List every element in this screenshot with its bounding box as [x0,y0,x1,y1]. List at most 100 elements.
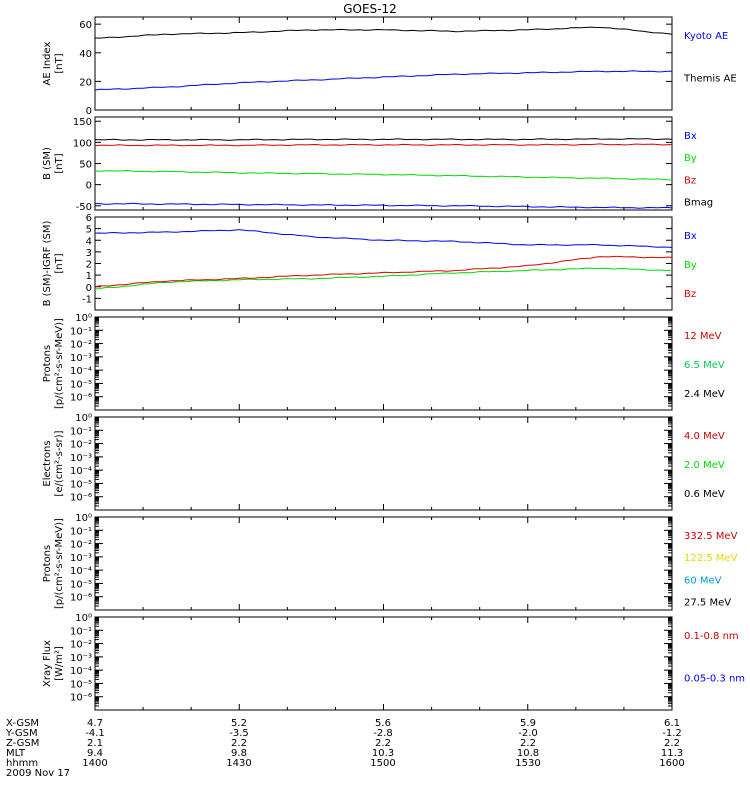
legend-label: 122.5 MeV [684,553,738,564]
legend-label: 0.6 MeV [684,489,725,500]
legend-label: 332.5 MeV [684,531,738,542]
panel-frame [94,516,673,611]
panel-frame [94,116,673,211]
y-tick-label: 6 [86,213,92,224]
legend-label: 6.5 MeV [684,360,725,371]
series-line-themis-ae [94,26,673,39]
y-axis-label: [p/(cm²-s-sr-MeV)] [54,318,65,409]
y-tick-label: 10⁻³ [70,353,92,364]
ephemeris-value: 6.1 [664,718,680,729]
ephemeris-row-label: MLT [6,748,26,759]
ephemeris-value: 5.2 [231,718,247,729]
plot-title: GOES-12 [343,2,397,16]
y-tick-label: 10⁻³ [70,453,92,464]
y-tick-label: 10⁻² [70,640,92,651]
y-tick-label: 10⁻⁵ [70,679,92,690]
y-tick-label: 10⁻² [70,440,92,451]
ephemeris-value: 9.8 [231,748,247,759]
ephemeris-value: 9.4 [87,748,103,759]
y-tick-label: 10⁻⁵ [70,379,92,390]
y-tick-label: 10⁻¹ [70,626,92,637]
series-line-bmag [94,138,673,141]
legend-label: Kyoto AE [684,31,728,42]
y-axis-label: Protons [42,545,53,582]
panel-6: Protons [p/(cm²-s-sr-MeV)] 10⁰ 10⁻¹ 10⁻² 10⁻³… [42,513,738,611]
y-tick-label: 10⁻⁴ [70,366,92,377]
panel-7: Xray Flux [W/m²] 10⁰ 10⁻¹ 10⁻² 10⁻³ 10⁻⁴ 10⁻⁵ 10… [42,613,745,711]
legend-label: Bz [684,289,696,300]
y-axis-label: B (SM)-IGRF (SM) [42,221,53,307]
y-tick-label: 10⁰ [75,313,92,324]
legend-label: 0.05-0.3 nm [684,673,745,684]
ephemeris-value: -2.0 [518,728,538,739]
ephemeris-value: -4.1 [85,728,105,739]
y-axis-label: [W/m²] [54,646,65,681]
legend-label: By [684,260,697,271]
ephemeris-value: 4.7 [87,718,103,729]
y-tick-label: 40 [79,49,92,60]
y-tick-label: 10⁰ [75,413,92,424]
y-tick-label: 10⁻⁴ [70,466,92,477]
panel-2: B (SM) [nT] -50 0 50 100 150 Bx By Bz Bmag [42,116,713,213]
y-tick-label: 10⁻⁶ [70,393,92,404]
y-axis-label: Electrons [42,440,53,486]
y-tick-label: 10⁻⁴ [70,666,92,677]
ephemeris-value: 2.1 [87,738,103,749]
ephemeris-value: -3.5 [229,728,249,739]
y-tick-label: 10⁻⁵ [70,579,92,590]
y-tick-label: 10⁰ [75,513,92,524]
ephemeris-value: 2.2 [520,738,536,749]
y-tick-label: 4 [86,236,92,247]
y-tick-label: -50 [76,202,92,213]
legend-label: Bx [684,231,697,242]
legend-label: 2.4 MeV [684,389,725,400]
y-tick-label: 10⁻³ [70,653,92,664]
y-axis-label: B (SM) [42,147,53,180]
ephemeris-value: 10.3 [372,748,394,759]
ephemeris-value: 1400 [82,758,107,769]
legend-label: 4.0 MeV [684,431,725,442]
ephemeris-value: 1500 [370,758,395,769]
panel-frame [94,216,673,311]
ephemeris-value: 2.2 [231,738,247,749]
ephemeris-value: -2.8 [373,728,393,739]
y-tick-label: 3 [86,248,92,259]
series-line-bz [94,255,673,288]
y-tick-label: 10⁰ [75,613,92,624]
legend-label: By [684,153,697,164]
legend-label: Bmag [684,197,713,208]
y-tick-label: 10⁻⁴ [70,566,92,577]
y-axis-label: [nT] [54,153,65,173]
y-tick-label: 1 [86,271,92,282]
y-tick-label: 0 [86,106,92,117]
y-tick-label: 150 [73,117,92,128]
panel-frame [94,616,673,711]
series-line-by [94,267,673,290]
ephemeris-row-label: X-GSM [6,718,39,729]
panel-frame [94,416,673,511]
y-tick-label: 50 [79,160,92,171]
y-axis-label: [e/(cm²-s-sr)] [54,430,65,496]
legend-label: 0.1-0.8 nm [684,631,739,642]
ephemeris-value: 10.8 [517,748,539,759]
series-line-kyoto-ae [94,70,673,91]
y-tick-label: -1 [82,294,92,305]
y-tick-label: 10⁻¹ [70,426,92,437]
y-tick-label: 10⁻¹ [70,326,92,337]
panel-5: Electrons [e/(cm²-s-sr)] 10⁰ 10⁻¹ 10⁻² 10⁻³ 10… [42,413,725,511]
y-axis-label: AE Index [42,41,53,85]
y-tick-label: 100 [73,138,92,149]
series-line-bz [94,143,673,147]
ephemeris-value: 2.2 [664,738,680,749]
panel-frame [94,316,673,411]
legend-label: Bz [684,175,696,186]
y-tick-label: 10⁻³ [70,553,92,564]
ephemeris-value: 2.2 [375,738,391,749]
ephemeris-value: 1430 [226,758,251,769]
panel-frame [94,16,673,111]
ephemeris-value: 11.3 [661,748,683,759]
ephemeris-value: 5.6 [375,718,391,729]
